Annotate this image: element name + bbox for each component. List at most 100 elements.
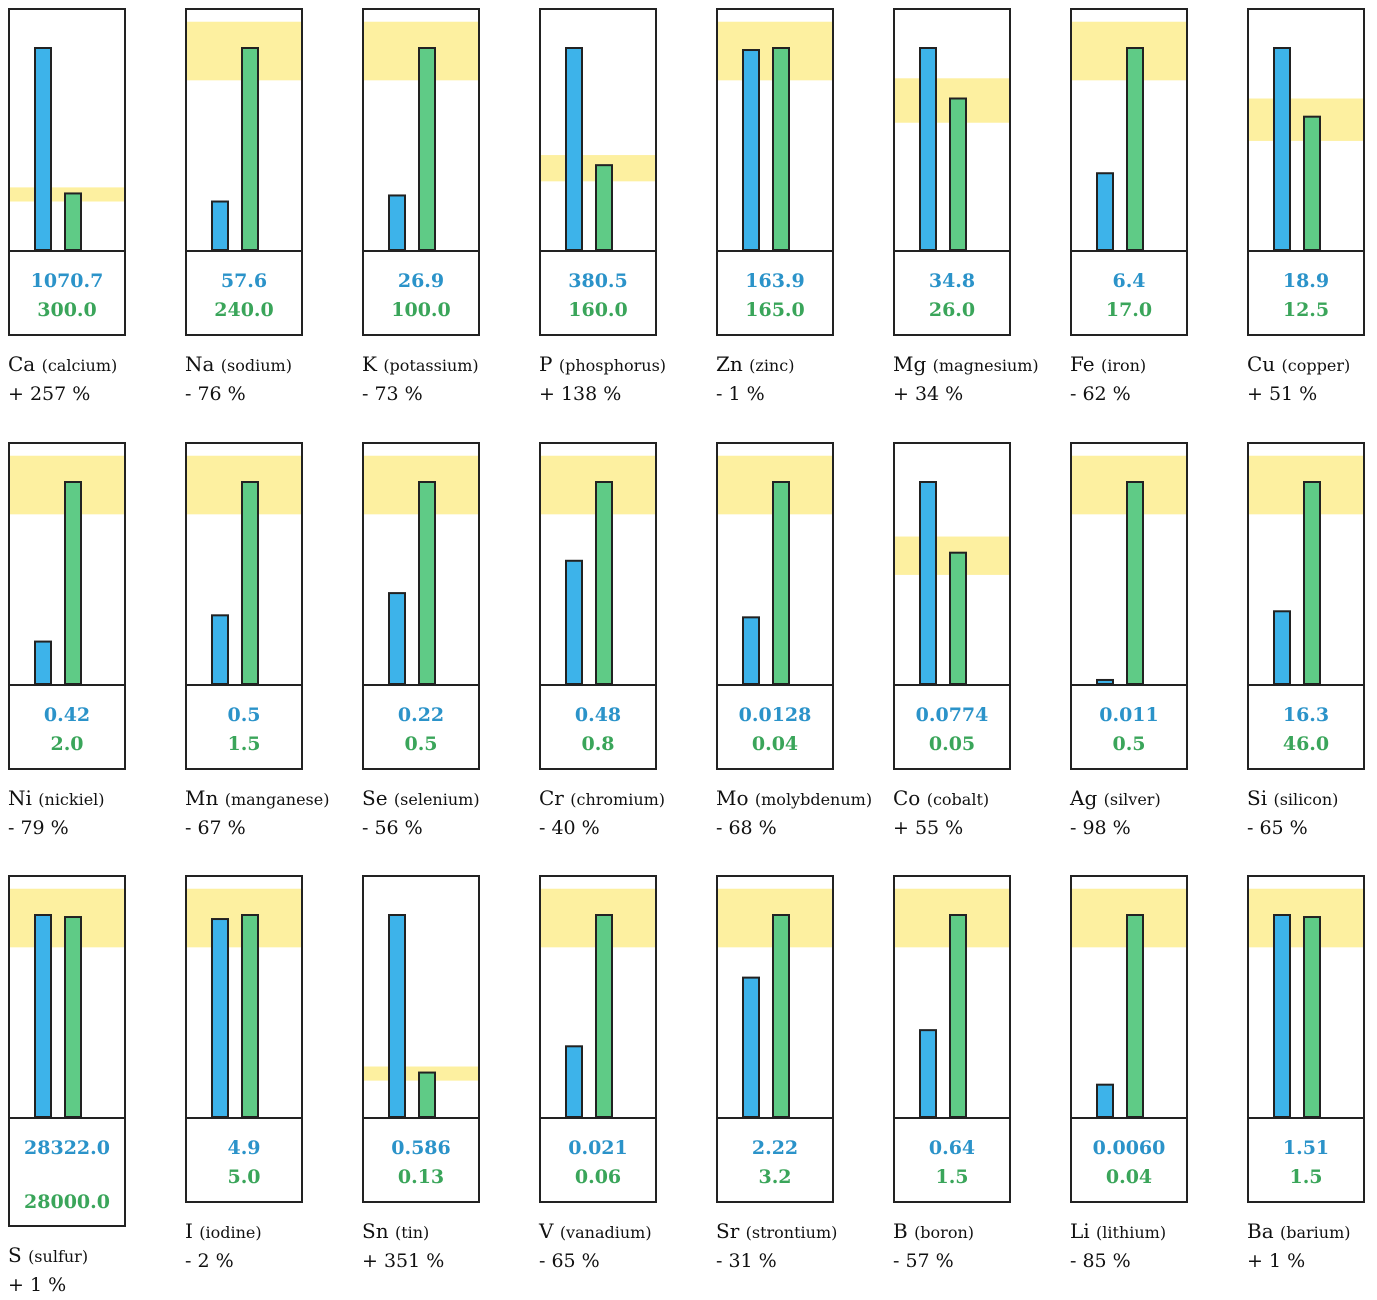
percent-change: - 65 % [1247, 817, 1308, 839]
element-caption: Mn (manganese) - 67 % [185, 784, 357, 843]
reference-bar [241, 914, 259, 1117]
panel-plot [895, 888, 1009, 1117]
percent-change: - 40 % [539, 817, 600, 839]
panel-divider [187, 250, 301, 252]
measured-bar [1096, 1083, 1114, 1117]
panel-divider [541, 1117, 655, 1119]
measured-value: 0.586 [391, 1137, 451, 1159]
element-symbol: P [539, 352, 559, 376]
element-symbol: Li [1070, 1219, 1097, 1243]
measured-value: 4.9 [227, 1137, 261, 1159]
percent-change: - 68 % [716, 817, 777, 839]
element-name: (boron) [914, 1223, 975, 1242]
element-caption: B (boron) - 57 % [893, 1217, 1065, 1276]
element-name: (silicon) [1273, 790, 1339, 809]
percent-change: - 1 % [716, 383, 765, 405]
reference-bar [64, 481, 82, 684]
element-symbol: Ni [8, 786, 39, 810]
element-symbol: K [362, 352, 384, 376]
reference-value: 46.0 [1282, 733, 1330, 755]
reference-bar [949, 551, 967, 684]
element-symbol: Zn [716, 352, 750, 376]
element-caption: V (vanadium) - 65 % [539, 1217, 711, 1276]
element-name: (calcium) [41, 356, 118, 375]
percent-change: - 2 % [185, 1250, 234, 1272]
measured-bar [388, 194, 406, 250]
element-caption: Ba (barium) + 1 % [1247, 1217, 1377, 1276]
element-name: (nickiel) [38, 790, 105, 809]
element-name: (cobalt) [926, 790, 990, 809]
reference-bar [949, 914, 967, 1117]
panel-divider [541, 250, 655, 252]
measured-value: 0.0128 [738, 704, 812, 726]
reference-value: 0.04 [751, 733, 799, 755]
element-name: (strontium) [745, 1223, 838, 1242]
percent-change: - 62 % [1070, 383, 1131, 405]
element-name: (molybdenum) [754, 790, 873, 809]
measured-bar [565, 559, 583, 684]
measured-bar [565, 47, 583, 250]
percent-change: - 65 % [539, 1250, 600, 1272]
element-name: (iron) [1100, 356, 1147, 375]
element-caption: I (iodine) - 2 % [185, 1217, 357, 1276]
percent-change: + 51 % [1247, 383, 1318, 405]
measured-bar [919, 1029, 937, 1117]
measured-value: 26.9 [397, 270, 445, 292]
percent-change: + 351 % [362, 1250, 445, 1272]
panel-divider [718, 684, 832, 686]
reference-value: 160.0 [568, 299, 628, 321]
element-symbol: Cr [539, 786, 571, 810]
reference-bar [241, 481, 259, 684]
element-name: (barium) [1279, 1223, 1351, 1242]
panel-frame: 0.586 0.13 [362, 875, 480, 1203]
element-symbol: B [893, 1219, 915, 1243]
panel-frame: 2.22 3.2 [716, 875, 834, 1203]
percent-change: + 1 % [1247, 1250, 1306, 1272]
reference-value: 28000.0 [24, 1191, 110, 1213]
panel-plot [541, 455, 655, 684]
reference-bar [772, 47, 790, 250]
panel-divider [364, 1117, 478, 1119]
measured-value: 18.9 [1282, 270, 1330, 292]
element-symbol: Sr [716, 1219, 746, 1243]
percent-change: - 67 % [185, 817, 246, 839]
percent-change: - 57 % [893, 1250, 954, 1272]
measured-value: 0.64 [928, 1137, 976, 1159]
element-symbol: Na [185, 352, 221, 376]
panel-plot [541, 888, 655, 1117]
measured-value: 1070.7 [30, 270, 104, 292]
measured-value: 0.5 [227, 704, 261, 726]
element-name: (sodium) [220, 356, 292, 375]
panel-frame: 57.6 240.0 [185, 8, 303, 336]
panel-plot [895, 47, 1009, 250]
reference-value: 17.0 [1105, 299, 1153, 321]
element-symbol: Mn [185, 786, 225, 810]
element-symbol: Mg [893, 352, 933, 376]
reference-value: 0.05 [928, 733, 976, 755]
reference-bar [1303, 916, 1321, 1117]
panel-frame: 4.9 5.0 [185, 875, 303, 1203]
element-name: (sulfur) [28, 1247, 89, 1266]
reference-value: 240.0 [214, 299, 274, 321]
panel-divider [10, 250, 124, 252]
panel-plot [10, 47, 124, 250]
element-caption: S (sulfur) + 1 % [8, 1241, 180, 1300]
element-caption: Co (cobalt) + 55 % [893, 784, 1065, 843]
panel-plot [1072, 888, 1186, 1117]
panel-divider [364, 250, 478, 252]
reference-value: 0.13 [397, 1166, 445, 1188]
measured-value: 163.9 [745, 270, 805, 292]
panel-frame: 34.8 26.0 [893, 8, 1011, 336]
measured-bar [742, 616, 760, 684]
measured-bar [919, 47, 937, 250]
element-caption: Na (sodium) - 76 % [185, 350, 357, 409]
panel-divider [1249, 1117, 1363, 1119]
measured-bar [1273, 47, 1291, 250]
reference-bar [595, 481, 613, 684]
element-name: (selenium) [393, 790, 480, 809]
reference-value: 5.0 [227, 1166, 261, 1188]
measured-value: 380.5 [568, 270, 628, 292]
element-symbol: Si [1247, 786, 1274, 810]
measured-value: 0.0060 [1092, 1137, 1166, 1159]
measured-bar [1096, 678, 1114, 684]
